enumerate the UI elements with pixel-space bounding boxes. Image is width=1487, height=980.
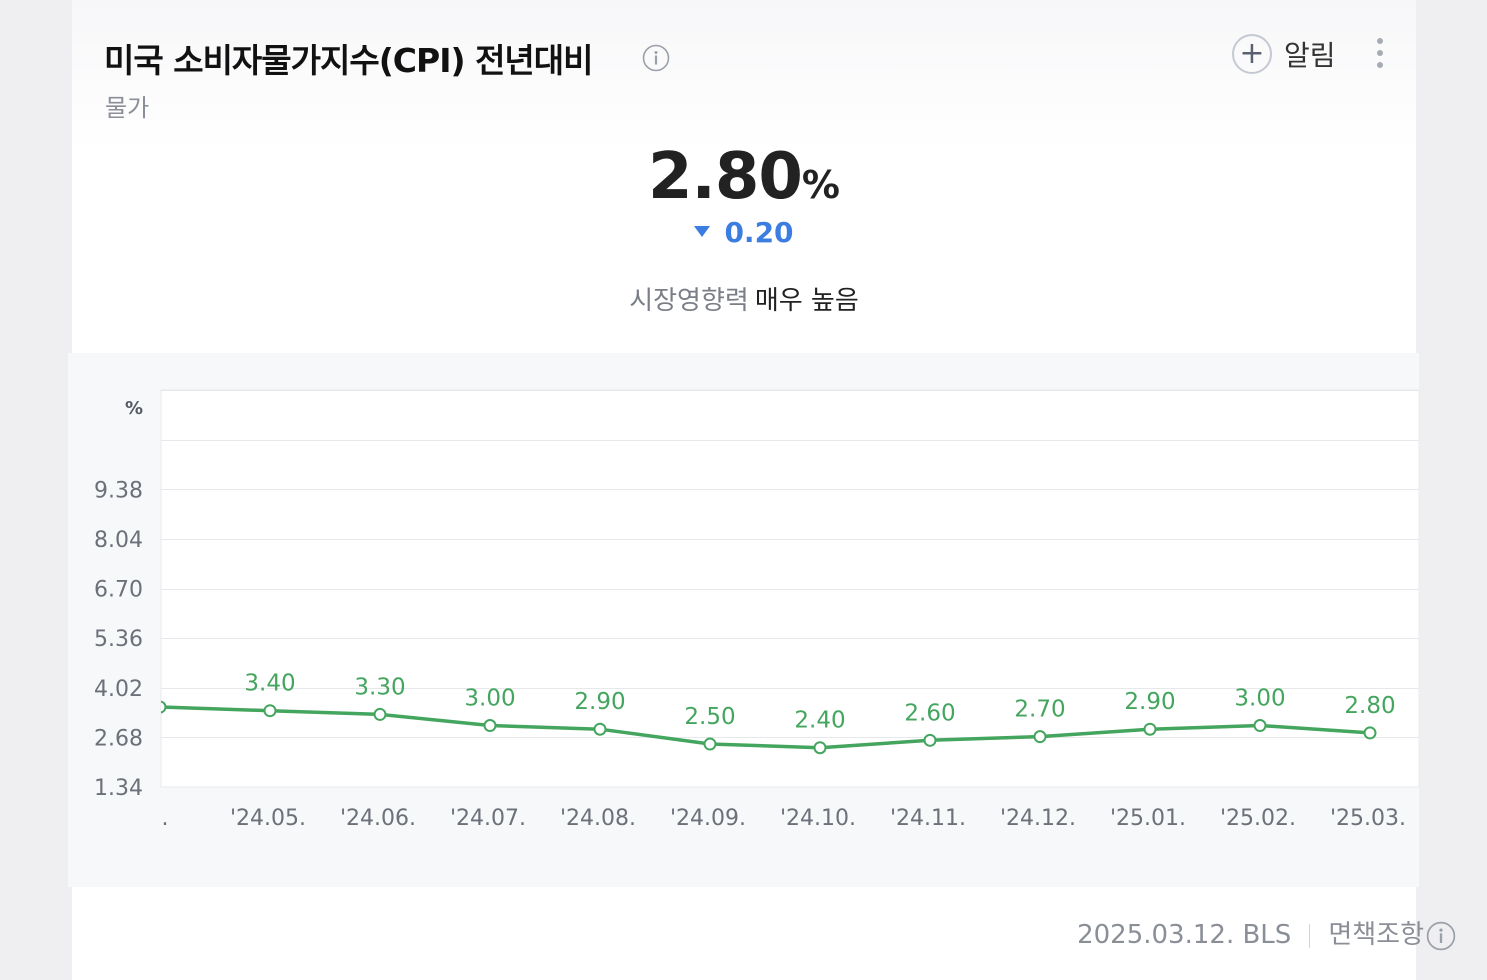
y-tick-label: 1.34 <box>94 776 143 801</box>
indicator-title: 미국 소비자물가지수(CPI) 전년대비 <box>104 41 594 80</box>
disclaimer-label: 면책조항 <box>1328 920 1424 950</box>
alert-button[interactable]: + 알림 <box>1232 32 1336 76</box>
divider <box>1309 923 1311 948</box>
x-tick-label: '24.12. <box>1000 806 1076 831</box>
data-point <box>1363 726 1377 740</box>
data-point <box>1253 719 1267 733</box>
x-tick-label: '25.01. <box>1110 806 1186 831</box>
data-label: 3.30 <box>354 674 405 700</box>
x-tick-label: '24.07. <box>450 806 526 831</box>
alert-label: 알림 <box>1284 39 1336 72</box>
plus-icon: + <box>1232 34 1272 74</box>
y-tick-label: 5.36 <box>94 627 143 652</box>
data-point <box>923 733 937 747</box>
x-tick-label: '24.11. <box>890 806 966 831</box>
market-impact: 시장영향력 매우 높음 <box>72 280 1416 317</box>
info-icon[interactable] <box>642 44 670 72</box>
x-tick-label: '24.05. <box>230 806 306 831</box>
y-tick-label: 9.38 <box>94 478 143 503</box>
data-label: 2.90 <box>574 689 625 715</box>
data-label: 2.50 <box>684 704 735 730</box>
down-triangle-icon <box>694 225 711 237</box>
x-tick-label: '25.02. <box>1220 806 1296 831</box>
data-point <box>593 722 607 736</box>
impact-value: 매우 높음 <box>754 286 859 316</box>
data-point <box>1143 722 1157 736</box>
data-label: 2.60 <box>904 700 955 726</box>
disclaimer-link[interactable]: 면책조항 <box>1328 920 1456 950</box>
value-unit: % <box>801 163 840 207</box>
y-tick-label: 6.70 <box>94 578 143 603</box>
y-tick-label: 2.68 <box>94 726 143 751</box>
data-label: 2.70 <box>1014 697 1065 723</box>
y-tick-label: 4.02 <box>94 677 143 702</box>
plot-background <box>160 389 1419 788</box>
x-tick-label: '25.03. <box>1330 806 1406 831</box>
data-label: 3.00 <box>464 686 515 712</box>
data-point <box>161 700 167 714</box>
x-tick-label: '24.06. <box>340 806 416 831</box>
info-icon <box>1426 921 1456 950</box>
value-change: 0.20 <box>72 216 1416 249</box>
more-options-icon[interactable] <box>1370 38 1390 70</box>
y-axis-unit: % <box>125 398 143 419</box>
header-background <box>72 0 1416 150</box>
data-point <box>813 741 827 755</box>
data-label: 2.90 <box>1124 689 1175 715</box>
current-value: 2.80% <box>72 140 1416 214</box>
series-line <box>161 705 1371 750</box>
series-group: 3.40 3.30 3.00 2.90 2.50 2.40 2.60 2.70 2.90 3.00… <box>148 671 1406 831</box>
data-label: 3.00 <box>1234 686 1285 712</box>
data-point <box>703 737 717 751</box>
x-tick-label: '24.10. <box>780 806 856 831</box>
chart-area: % 1.34 2.68 4.02 5.36 6.70 8.04 9.38 3.40 3.30 3.0… <box>68 353 1419 887</box>
footer: 2025.03.12. BLS 면책조항 <box>72 914 1456 951</box>
data-point <box>483 719 497 733</box>
line-chart: % 1.34 2.68 4.02 5.36 6.70 8.04 9.38 3.40 3.30 3.0… <box>94 389 1419 831</box>
x-tick-label: '24.09. <box>670 806 746 831</box>
x-tick-label: 4. <box>148 806 169 831</box>
data-label: 2.40 <box>794 708 845 734</box>
data-point <box>263 704 277 718</box>
impact-label: 시장영향력 <box>629 286 749 316</box>
data-label: 3.40 <box>244 671 295 697</box>
change-amount: 0.20 <box>724 216 794 249</box>
y-tick-label: 8.04 <box>94 528 143 553</box>
data-point <box>1033 730 1047 744</box>
data-label: 2.80 <box>1344 693 1395 719</box>
value-number: 2.80 <box>648 140 803 214</box>
indicator-category: 물가 <box>105 94 150 122</box>
x-tick-label: '24.08. <box>560 806 636 831</box>
date-source: 2025.03.12. BLS <box>1077 920 1292 950</box>
data-point <box>373 707 387 721</box>
